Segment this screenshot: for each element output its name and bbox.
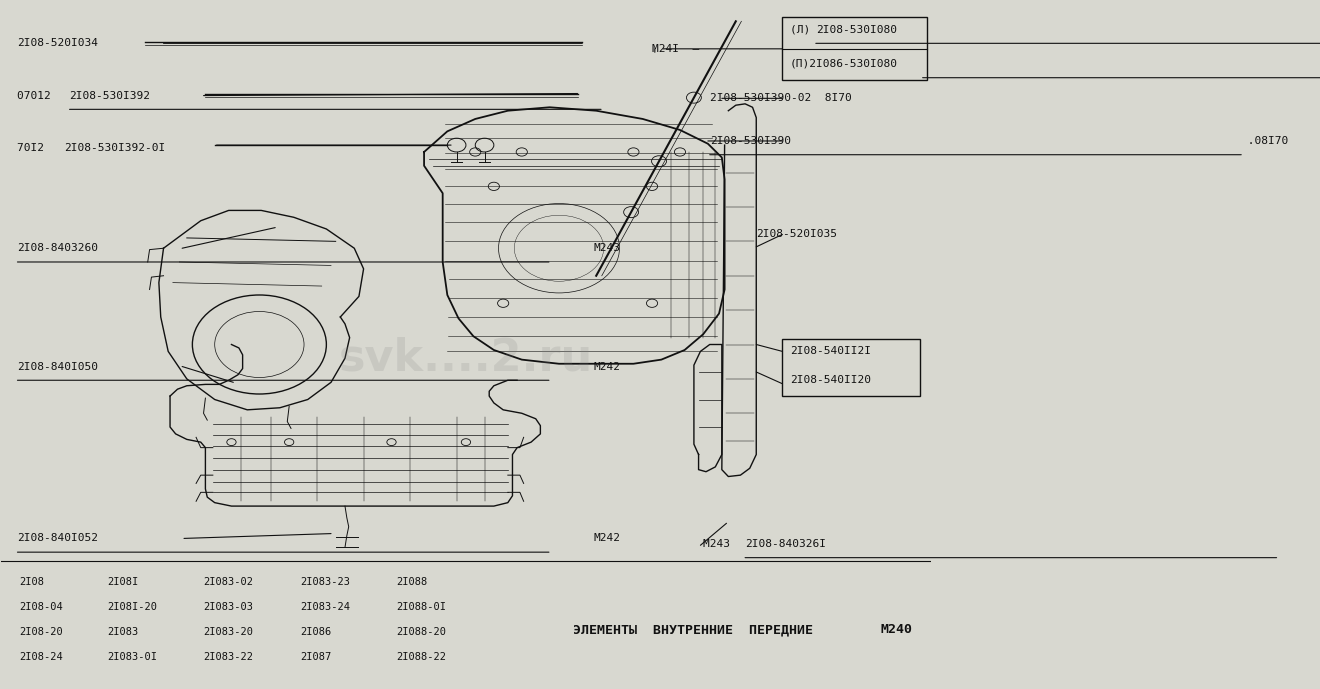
- Text: 2I08-530I392-0I: 2I08-530I392-0I: [63, 143, 165, 153]
- Text: M240: M240: [880, 624, 912, 637]
- Text: 2I08-530I080: 2I08-530I080: [816, 25, 896, 34]
- Text: 2I08-840I050: 2I08-840I050: [17, 362, 99, 371]
- Text: 70I2: 70I2: [17, 143, 58, 153]
- Text: 2I08-530I392: 2I08-530I392: [70, 90, 150, 101]
- Text: 2I08-530I390-02  8I70: 2I08-530I390-02 8I70: [710, 93, 851, 103]
- Text: 2I08I: 2I08I: [108, 577, 139, 587]
- Text: 07012: 07012: [17, 90, 65, 101]
- Text: 2I083-03: 2I083-03: [203, 602, 253, 612]
- Text: 2I088: 2I088: [396, 577, 428, 587]
- Text: 2I088-22: 2I088-22: [396, 652, 446, 661]
- Text: 2I083-20: 2I083-20: [203, 627, 253, 637]
- Text: 2I083-23: 2I083-23: [301, 577, 350, 587]
- Text: 2I083: 2I083: [108, 627, 139, 637]
- Text: 2I083-0I: 2I083-0I: [108, 652, 157, 661]
- Text: (Л): (Л): [789, 25, 824, 34]
- Text: 2I08: 2I08: [20, 577, 45, 587]
- Text: 2I08-840326I: 2I08-840326I: [744, 539, 826, 549]
- Text: 2I083-24: 2I083-24: [301, 602, 350, 612]
- Text: 2I08-04: 2I08-04: [20, 602, 63, 612]
- Text: 2I08-530I390: 2I08-530I390: [710, 136, 791, 146]
- Text: (П)2I086-530I080: (П)2I086-530I080: [789, 59, 898, 69]
- Text: 2I08-20: 2I08-20: [20, 627, 63, 637]
- Text: 2I08-540II2I: 2I08-540II2I: [789, 347, 871, 356]
- Text: M242: M242: [593, 533, 620, 544]
- Text: 2I08-520I034: 2I08-520I034: [17, 39, 99, 48]
- Text: svk....2.ru: svk....2.ru: [339, 337, 593, 380]
- Text: ЭЛЕМЕНТЫ  ВНУТРЕННИЕ  ПЕРЕДНИЕ: ЭЛЕМЕНТЫ ВНУТРЕННИЕ ПЕРЕДНИЕ: [573, 624, 813, 637]
- Text: 2I087: 2I087: [301, 652, 331, 661]
- Text: 2I088-20: 2I088-20: [396, 627, 446, 637]
- Text: 2I083-02: 2I083-02: [203, 577, 253, 587]
- Text: M24I  —: M24I —: [652, 44, 700, 54]
- Text: 2I08-24: 2I08-24: [20, 652, 63, 661]
- Text: 2I08I-20: 2I08I-20: [108, 602, 157, 612]
- Text: 2I086: 2I086: [301, 627, 331, 637]
- Text: 2I08-540II20: 2I08-540II20: [789, 376, 871, 385]
- Text: 2I083-22: 2I083-22: [203, 652, 253, 661]
- Text: 2I08-8403260: 2I08-8403260: [17, 243, 99, 254]
- Text: M243: M243: [593, 243, 620, 254]
- Text: .08I70: .08I70: [1241, 136, 1288, 146]
- Text: 2I08-520I035: 2I08-520I035: [756, 229, 837, 240]
- Text: M242: M242: [593, 362, 620, 371]
- Text: 2I08-840I052: 2I08-840I052: [17, 533, 99, 544]
- Text: M243: M243: [704, 539, 743, 549]
- Text: 2I088-0I: 2I088-0I: [396, 602, 446, 612]
